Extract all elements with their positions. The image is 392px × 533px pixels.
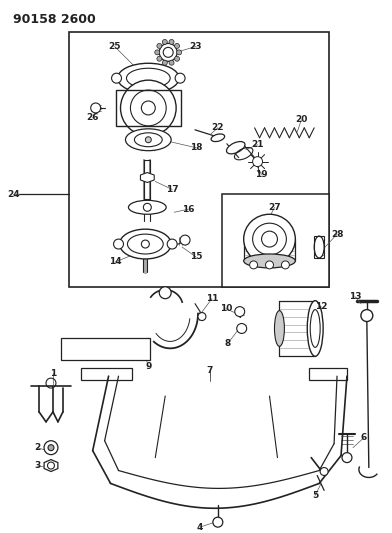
Text: 3: 3 — [34, 461, 40, 470]
Circle shape — [180, 235, 190, 245]
Ellipse shape — [274, 311, 285, 346]
Bar — [222, 195, 329, 287]
Text: 9: 9 — [145, 362, 152, 371]
Ellipse shape — [120, 229, 171, 259]
Text: 28: 28 — [331, 230, 343, 239]
Circle shape — [157, 44, 162, 49]
Text: 24: 24 — [7, 190, 20, 199]
Text: 17: 17 — [166, 185, 178, 194]
Bar — [116, 90, 181, 126]
Bar — [69, 33, 329, 287]
Circle shape — [157, 56, 162, 61]
Circle shape — [162, 39, 167, 44]
Circle shape — [114, 239, 123, 249]
Bar — [314, 236, 324, 258]
Text: 23: 23 — [190, 42, 202, 51]
Circle shape — [167, 239, 177, 249]
Ellipse shape — [314, 236, 324, 258]
Circle shape — [265, 261, 274, 269]
Text: 18: 18 — [190, 143, 202, 152]
Circle shape — [91, 103, 101, 113]
Circle shape — [48, 445, 54, 451]
Ellipse shape — [118, 63, 179, 93]
Circle shape — [198, 312, 206, 320]
Ellipse shape — [307, 301, 323, 356]
Polygon shape — [44, 459, 58, 472]
Circle shape — [174, 56, 180, 61]
Circle shape — [143, 203, 151, 211]
Text: 20: 20 — [295, 115, 307, 124]
Circle shape — [250, 261, 258, 269]
Text: 90158 2600: 90158 2600 — [13, 13, 96, 26]
Circle shape — [159, 287, 171, 298]
Circle shape — [159, 43, 177, 61]
Text: 11: 11 — [206, 294, 218, 303]
Text: 14: 14 — [109, 257, 122, 266]
Text: 21: 21 — [251, 140, 264, 149]
Polygon shape — [140, 173, 154, 182]
Circle shape — [175, 73, 185, 83]
Text: 25: 25 — [108, 42, 121, 51]
Circle shape — [155, 50, 160, 55]
Circle shape — [361, 310, 373, 321]
Bar — [81, 368, 132, 380]
Circle shape — [281, 261, 289, 269]
Circle shape — [120, 80, 176, 136]
Ellipse shape — [211, 134, 225, 142]
Circle shape — [261, 231, 278, 247]
Bar — [61, 338, 150, 360]
Circle shape — [320, 467, 328, 475]
Circle shape — [145, 137, 151, 143]
Circle shape — [169, 60, 174, 65]
Text: 16: 16 — [182, 205, 194, 214]
Text: 7: 7 — [207, 366, 213, 375]
Ellipse shape — [244, 214, 295, 264]
Circle shape — [169, 39, 174, 44]
Text: 4: 4 — [197, 523, 203, 531]
Ellipse shape — [227, 142, 245, 154]
Circle shape — [252, 157, 263, 167]
Text: 12: 12 — [315, 302, 327, 311]
Circle shape — [142, 101, 155, 115]
Ellipse shape — [125, 129, 171, 151]
Text: 15: 15 — [190, 253, 202, 262]
Ellipse shape — [244, 254, 295, 268]
Circle shape — [162, 60, 167, 65]
Text: 27: 27 — [268, 203, 281, 212]
Bar — [309, 368, 347, 380]
Text: 10: 10 — [220, 304, 232, 313]
Circle shape — [174, 44, 180, 49]
Ellipse shape — [129, 200, 166, 214]
Circle shape — [213, 517, 223, 527]
Circle shape — [142, 240, 149, 248]
Circle shape — [235, 306, 245, 317]
Circle shape — [177, 50, 181, 55]
Text: 5: 5 — [312, 491, 318, 500]
Text: 2: 2 — [34, 443, 40, 452]
Text: 13: 13 — [348, 292, 361, 301]
Text: 22: 22 — [212, 123, 224, 132]
Text: 19: 19 — [255, 170, 268, 179]
Circle shape — [342, 453, 352, 463]
Circle shape — [112, 73, 122, 83]
Text: 1: 1 — [50, 369, 56, 378]
Text: 8: 8 — [225, 339, 231, 348]
Text: 6: 6 — [361, 433, 367, 442]
Text: 26: 26 — [87, 114, 99, 123]
Circle shape — [237, 324, 247, 334]
Circle shape — [44, 441, 58, 455]
